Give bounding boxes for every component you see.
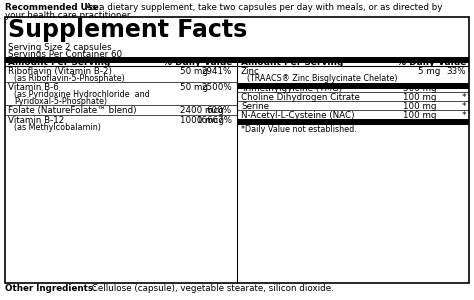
Text: 2500%: 2500%	[201, 83, 232, 92]
Text: Trimethylgylcine (TMG): Trimethylgylcine (TMG)	[241, 84, 342, 93]
Text: *: *	[462, 84, 466, 93]
Text: Vitamin B-12: Vitamin B-12	[8, 116, 64, 125]
Text: N-Acetyl-L-Cysteine (NAC): N-Acetyl-L-Cysteine (NAC)	[241, 111, 355, 120]
Text: 5 mg: 5 mg	[418, 67, 440, 76]
Text: (as Pyridoxine Hydrochloride  and: (as Pyridoxine Hydrochloride and	[14, 90, 150, 99]
Text: your health care practitioner.: your health care practitioner.	[5, 11, 132, 20]
Text: (as Riboflavin-5-Phosphate): (as Riboflavin-5-Phosphate)	[14, 74, 125, 83]
Text: *Daily Value not established.: *Daily Value not established.	[241, 125, 357, 134]
Bar	[5, 17, 469, 283]
Text: 50 mg: 50 mg	[180, 83, 208, 92]
Text: Supplement Facts: Supplement Facts	[8, 18, 247, 42]
Text: Other Ingredients:: Other Ingredients:	[5, 284, 97, 293]
Text: % Daily Value: % Daily Value	[397, 58, 466, 67]
Text: *: *	[462, 111, 466, 120]
Text: 2941%: 2941%	[201, 67, 232, 76]
Text: As a dietary supplement, take two capsules per day with meals, or as directed by: As a dietary supplement, take two capsul…	[83, 3, 442, 12]
Text: Cellulose (capsule), vegetable stearate, silicon dioxide.: Cellulose (capsule), vegetable stearate,…	[89, 284, 334, 293]
Text: Choline Dihydrogen Citrate: Choline Dihydrogen Citrate	[241, 93, 360, 102]
Text: Recommended Use:: Recommended Use:	[5, 3, 102, 12]
Text: 1000 mcg: 1000 mcg	[180, 116, 224, 125]
Text: Folate (NatureFolate™ blend): Folate (NatureFolate™ blend)	[8, 106, 137, 115]
Bar	[5, 57, 469, 63]
Text: Riboflavin (Vitamin B-2): Riboflavin (Vitamin B-2)	[8, 67, 112, 76]
Text: Zinc: Zinc	[241, 67, 260, 76]
Text: (TRAACS® Zinc Bisglycinate Chelate): (TRAACS® Zinc Bisglycinate Chelate)	[247, 74, 398, 83]
Text: 100 mg: 100 mg	[403, 93, 437, 102]
Text: 50 mg: 50 mg	[180, 67, 208, 76]
Text: 100 mg: 100 mg	[403, 102, 437, 111]
Text: (as Methylcobalamin): (as Methylcobalamin)	[14, 123, 101, 132]
Text: Servings Per Container 60: Servings Per Container 60	[8, 50, 122, 59]
Text: Serine: Serine	[241, 102, 269, 111]
Text: Amount Per Serving: Amount Per Serving	[8, 58, 110, 67]
Text: 500 mg: 500 mg	[403, 84, 437, 93]
Text: Vitamin B-6: Vitamin B-6	[8, 83, 59, 92]
Text: 33%: 33%	[447, 67, 466, 76]
Bar	[237, 83, 469, 88]
Text: 100 mg: 100 mg	[403, 111, 437, 120]
Bar	[237, 119, 469, 124]
Text: Serving Size 2 capsules: Serving Size 2 capsules	[8, 43, 111, 52]
Text: Pyridoxal-5-Phosphate): Pyridoxal-5-Phosphate)	[14, 97, 107, 106]
Text: *: *	[462, 93, 466, 102]
Text: *: *	[462, 102, 466, 111]
Text: 2400 mcg: 2400 mcg	[180, 106, 224, 115]
Text: Amount Per Serving: Amount Per Serving	[241, 58, 343, 67]
Text: % Daily Value: % Daily Value	[163, 58, 232, 67]
Text: 16667%: 16667%	[196, 116, 232, 125]
Text: 600%: 600%	[207, 106, 232, 115]
